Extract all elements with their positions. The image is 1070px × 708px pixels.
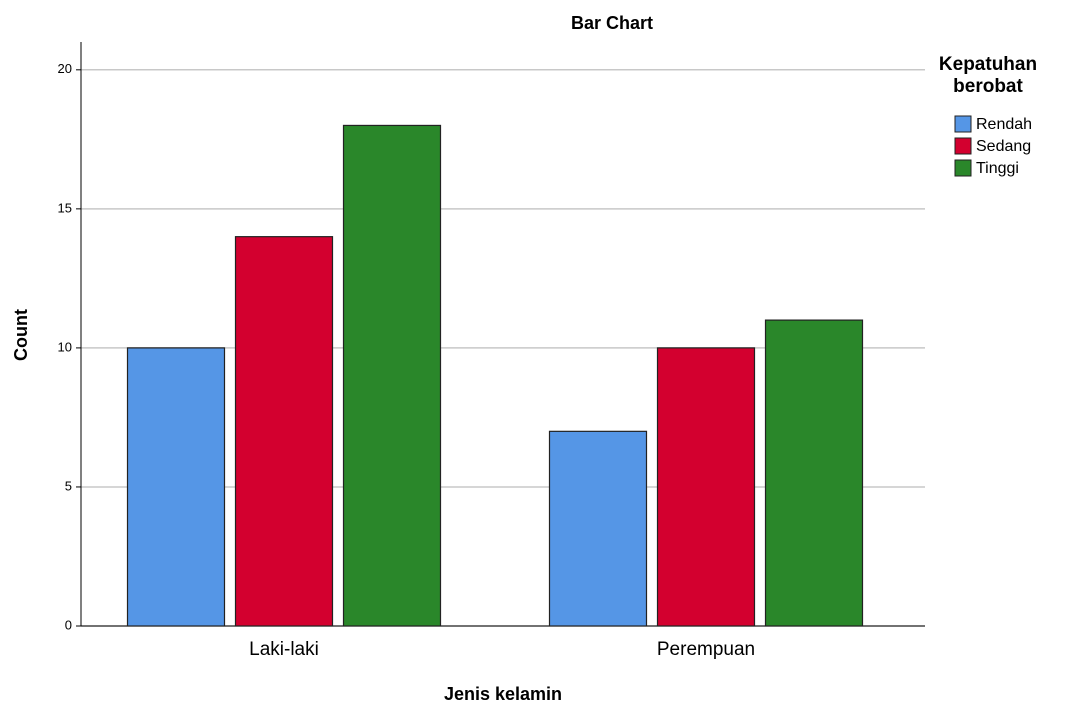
chart-title: Bar Chart: [571, 13, 653, 33]
bar: [342, 124, 442, 627]
x-tick-label: Perempuan: [657, 639, 755, 660]
x-axis-label: Jenis kelamin: [444, 684, 562, 704]
y-axis-label: Count: [11, 309, 31, 361]
bar: [126, 347, 226, 627]
bar: [656, 347, 756, 627]
legend-swatch: [954, 137, 972, 155]
y-tick-label: 15: [58, 200, 72, 215]
legend-title: Kepatuhan berobat: [938, 54, 1038, 97]
legend-swatch: [954, 159, 972, 177]
y-tick-label: 5: [65, 478, 72, 493]
legend-swatch: [954, 115, 972, 133]
bar: [548, 430, 648, 627]
y-tick-label: 20: [58, 61, 72, 76]
y-tick-label: 0: [65, 617, 72, 632]
legend-label: Sedang: [976, 138, 1031, 155]
x-tick-label: Laki-laki: [249, 639, 319, 660]
legend-label: Rendah: [976, 116, 1032, 133]
bar: [234, 236, 334, 627]
bar: [764, 319, 864, 627]
y-tick-label: 10: [58, 339, 72, 354]
legend-label: Tinggi: [976, 160, 1019, 177]
